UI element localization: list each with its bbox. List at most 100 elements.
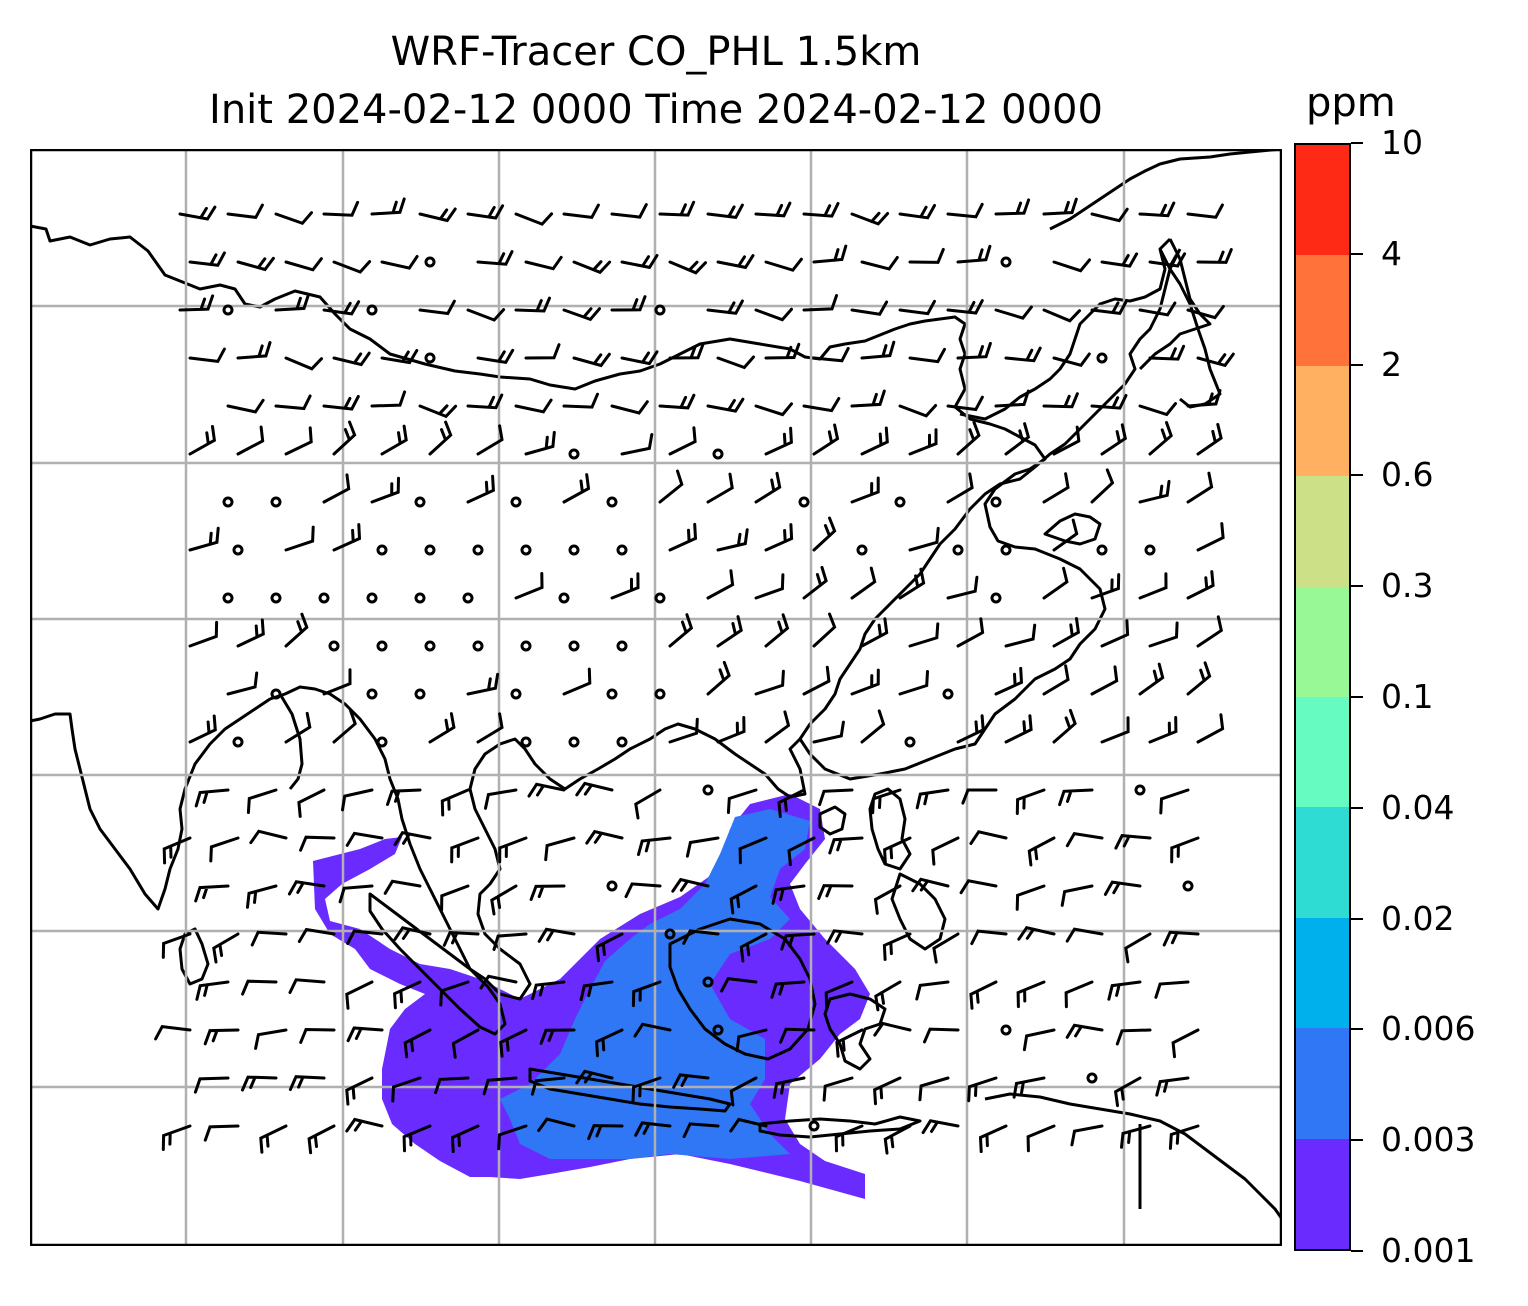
wind-barb (236, 425, 265, 456)
wind-barb (497, 1124, 528, 1151)
wind-barb (739, 932, 768, 963)
wind-barb (575, 781, 614, 797)
wind-barb (466, 672, 500, 696)
wind-barb (1196, 352, 1235, 368)
calm-wind-marker (510, 688, 522, 700)
wind-barb (537, 1117, 576, 1132)
wind-barb (1114, 834, 1152, 850)
wind-barb (514, 296, 551, 313)
calm-wind-marker (712, 1024, 724, 1036)
wind-barb (418, 299, 456, 316)
coastline-asia-mainland (30, 224, 1107, 1001)
colorbar-unit-label: ppm (1306, 80, 1396, 126)
wind-barb (764, 523, 794, 552)
wind-barb (572, 260, 612, 275)
wind-barb (287, 880, 326, 896)
wind-barb (873, 1021, 912, 1037)
wind-barb (779, 1027, 816, 1044)
wind-barb (539, 1028, 576, 1045)
calm-wind-marker (424, 544, 436, 556)
wind-barb (946, 395, 984, 412)
wind-barb (802, 565, 828, 600)
coastline-borneo (668, 917, 817, 1061)
wind-barb (236, 256, 275, 272)
wind-barb (322, 200, 360, 217)
calm-wind-marker (520, 736, 532, 748)
wind-barb (706, 397, 745, 413)
wind-barb (682, 1122, 720, 1139)
wind-barb (524, 343, 561, 360)
wind-barb (634, 788, 662, 820)
wind-barb (492, 932, 528, 951)
wind-barb (203, 1124, 240, 1142)
wind-barb (860, 426, 889, 456)
wind-barb (383, 879, 422, 895)
wind-barb (1103, 880, 1142, 896)
calm-wind-marker (1096, 352, 1108, 364)
colorbar-tick-label: 0.1 (1381, 677, 1434, 716)
wind-barb (193, 1076, 230, 1094)
calm-wind-marker (568, 640, 580, 652)
wind-barb (1168, 1124, 1200, 1150)
wind-barb (772, 1076, 806, 1099)
wind-barb (908, 247, 945, 264)
wind-barb (860, 340, 896, 360)
colorbar-tick-label: 0.04 (1381, 787, 1455, 827)
wind-barb (370, 476, 400, 504)
wind-barb (440, 788, 470, 817)
wind-barb (850, 389, 886, 408)
colorbar-tick-label: 0.6 (1381, 455, 1434, 495)
coastline-korea (1138, 238, 1212, 371)
wind-barb (514, 572, 544, 600)
wind-barb (882, 932, 912, 961)
wind-barb (345, 980, 374, 1010)
colorbar-tick-mark (1351, 1028, 1363, 1031)
wind-barb (706, 472, 734, 504)
wind-barb (637, 836, 672, 856)
wind-barb (754, 573, 785, 600)
calm-wind-marker (616, 544, 628, 556)
wind-barb (418, 404, 458, 419)
wind-barb (530, 1076, 566, 1096)
wind-barb (1148, 252, 1187, 268)
wind-barbs (154, 197, 1235, 1155)
wind-barb (658, 200, 696, 217)
wind-barb (946, 575, 979, 600)
wind-barb (898, 567, 926, 600)
calm-wind-marker (798, 496, 810, 508)
wind-barb (1115, 1028, 1152, 1046)
wind-barb (332, 709, 357, 744)
calm-wind-marker (904, 736, 916, 748)
wind-barb (562, 392, 599, 409)
wind-barb (288, 1075, 326, 1091)
wind-barb (716, 615, 743, 648)
wind-barb (439, 980, 470, 1007)
wind-barb (440, 884, 470, 912)
colorbar-tick-mark (1351, 1250, 1363, 1252)
wind-barb (562, 307, 601, 322)
wind-barb (1042, 308, 1081, 323)
wind-barb (873, 884, 902, 915)
wind-barb (1186, 389, 1222, 408)
wind-barb (994, 198, 1031, 216)
colorbar-segment (1296, 476, 1349, 587)
wind-barb (610, 295, 647, 312)
calm-wind-marker (568, 736, 580, 748)
coastline-philippines-south (890, 872, 947, 951)
wind-barb (1060, 884, 1094, 907)
colorbar-tick-mark (1351, 252, 1363, 255)
wind-barb (1052, 258, 1091, 273)
wind-barb (835, 1028, 864, 1058)
wind-barb (1042, 664, 1070, 696)
wind-barb (1042, 566, 1069, 600)
wind-barb (946, 472, 974, 504)
wind-barb (898, 204, 936, 220)
colorbar-segment (1296, 586, 1349, 697)
wind-barb (370, 197, 406, 216)
wind-barb (1027, 836, 1056, 867)
colorbar-tick-label: 0.001 (1381, 1231, 1476, 1270)
wind-barb (672, 1073, 710, 1089)
wind-barb (883, 836, 912, 866)
wind-barb (188, 425, 217, 456)
wind-barb (1022, 1028, 1056, 1052)
